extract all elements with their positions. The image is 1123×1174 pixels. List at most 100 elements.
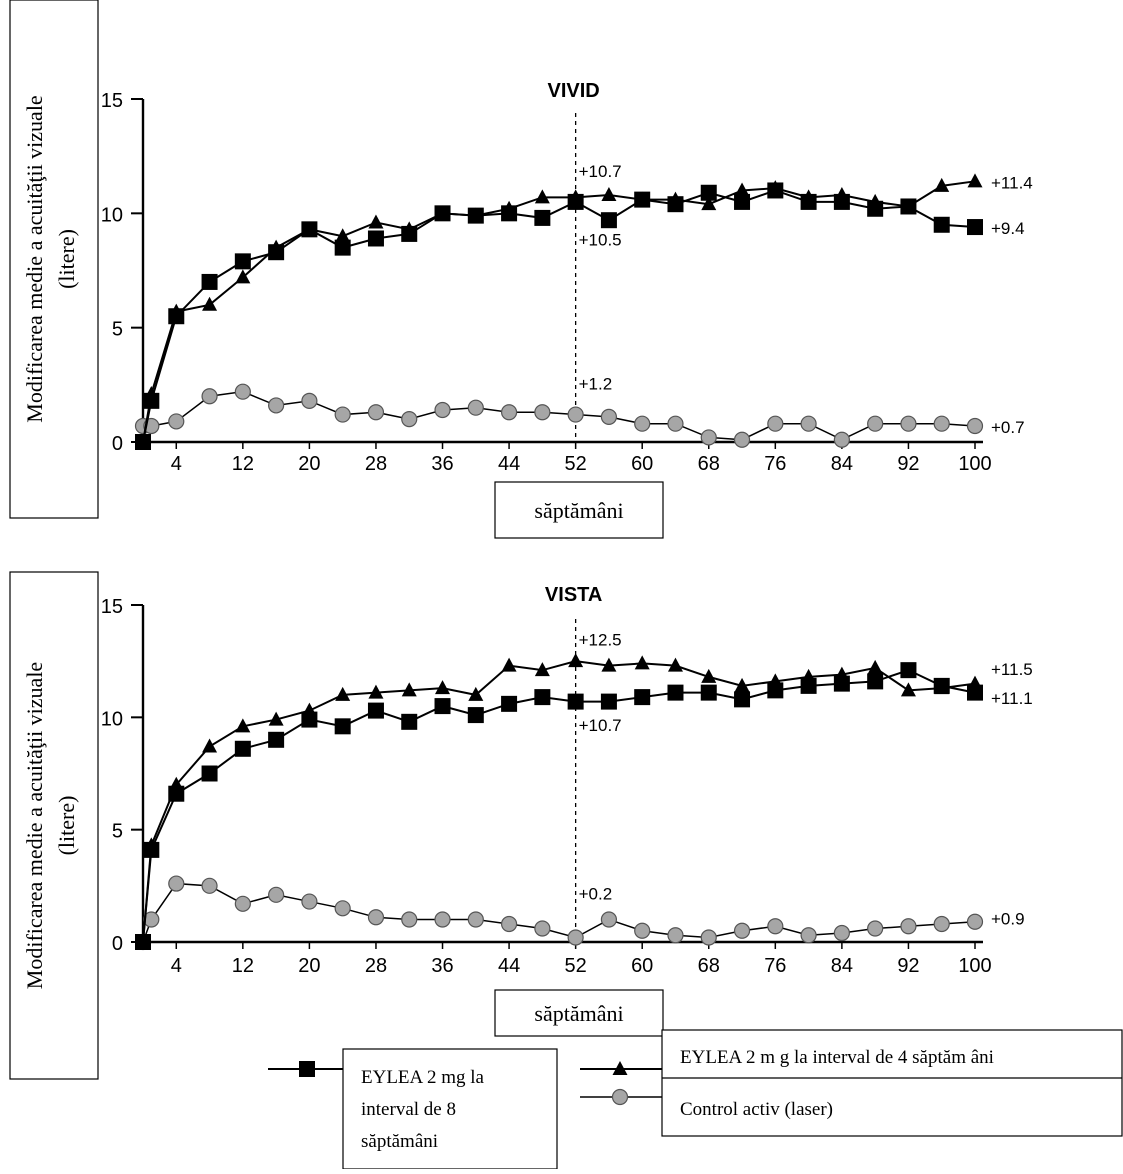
data-point-triangle [501,657,517,672]
y-axis-label: Modificarea medie a acuităţii vizuale [22,662,47,989]
data-point-circle [201,388,218,405]
data-label: +0.9 [991,909,1025,928]
data-point-triangle [435,680,451,695]
legend-label: EYLEA 2 mg la [361,1067,485,1088]
x-tick-label: 68 [698,955,720,977]
data-point-circle [367,909,385,926]
data-point-square [634,689,651,706]
data-point-triangle [202,738,218,753]
data-point-triangle [401,682,417,697]
data-point-square [900,662,917,679]
y-axis-label-box [9,571,99,1080]
data-point-circle [833,431,850,448]
data-point-square [700,684,717,701]
data-label: +10.7 [579,716,622,735]
y-axis-label-box [9,0,99,519]
data-point-triangle [501,200,517,215]
x-tick-label: 52 [565,955,587,977]
data-point-square [933,216,950,233]
data-point-triangle [667,657,683,672]
data-point-circle [667,927,684,944]
data-label: +0.2 [579,885,613,904]
data-point-circle [534,920,551,937]
data-point-square [501,695,518,712]
data-point-triangle [867,659,883,674]
data-point-circle [201,877,218,894]
series-square [135,662,983,950]
legend-label: interval de 8 [361,1099,456,1120]
data-point-circle [268,886,285,903]
y-tick-label: 0 [112,933,123,955]
data-point-triangle [468,686,484,701]
x-axis-label: săptămâni [534,1001,623,1026]
data-point-circle [600,911,618,928]
data-point-circle [767,415,784,432]
x-tick-label: 4 [171,453,182,475]
data-point-square [567,693,584,710]
data-point-circle [567,406,584,423]
data-point-circle [168,875,185,892]
y-tick-label: 0 [112,433,123,455]
y-tick-label: 5 [112,821,123,843]
data-point-square [734,691,751,708]
x-tick-label: 44 [498,955,520,977]
data-point-circle [733,431,751,448]
data-point-circle [500,404,518,421]
data-point-triangle [667,191,683,206]
data-point-circle [966,913,984,930]
y-tick-label: 15 [101,90,123,112]
x-tick-label: 68 [698,453,720,475]
data-point-triangle [867,193,883,208]
data-point-triangle [967,675,983,690]
data-label: +10.5 [579,230,622,249]
data-point-triangle [143,385,159,400]
data-point-triangle [634,191,650,206]
x-tick-label: 4 [171,955,182,977]
chart-title: VISTA [545,584,602,606]
data-point-triangle [900,198,916,213]
data-point-circle [867,920,884,937]
data-point-triangle [767,673,783,688]
data-point-triangle [801,668,817,683]
data-point-triangle [368,214,384,229]
series-line-square [142,669,976,943]
data-point-square [367,230,384,247]
legend-box-eylea4-laser [661,1029,1123,1137]
x-tick-label: 92 [897,453,919,475]
series-line-triangle [142,180,976,443]
chart-panel-vivid: Modificarea medie a acuităţii vizuale (li… [9,0,1033,539]
data-point-square [268,731,285,748]
data-point-circle [467,911,484,928]
x-tick-label: 12 [232,453,254,475]
x-axis-label-box [494,989,664,1037]
legend-label: EYLEA 2 m g la interval de 4 săptăm âni [680,1047,994,1068]
data-point-triangle [335,228,351,243]
data-point-square [234,740,251,757]
data-point-triangle [534,189,550,204]
data-point-circle [634,415,651,432]
data-point-circle [800,927,817,944]
data-label: +0.7 [991,418,1025,437]
data-point-triangle [900,682,916,697]
data-point-circle [733,922,751,939]
data-point-circle [900,415,917,432]
legend-marker-triangle [612,1061,628,1075]
data-label: +1.2 [579,375,613,394]
legend: EYLEA 2 mg la interval de 8 săptămâni EYLEA… [268,1029,1123,1170]
data-point-circle [301,893,318,910]
data-point-square [367,702,384,719]
data-point-triangle [168,303,184,318]
data-label: +11.4 [991,173,1033,192]
data-point-triangle [268,711,284,726]
data-point-square [534,689,551,706]
data-point-triangle [767,180,783,195]
x-tick-label: 100 [958,453,991,475]
data-point-circle [534,404,551,421]
data-point-circle [401,911,418,928]
data-point-circle [900,918,917,935]
data-point-triangle [168,776,184,791]
data-point-circle [833,924,850,942]
y-tick-label: 10 [101,708,123,730]
